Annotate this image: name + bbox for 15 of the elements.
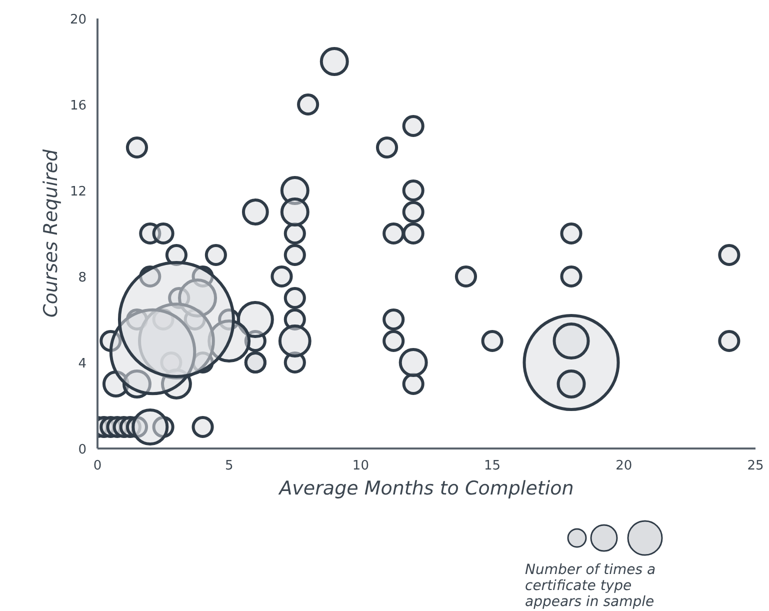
x-tick-label: 10	[352, 458, 369, 474]
x-axis-title: Average Months to Completion	[277, 478, 574, 500]
y-axis-title: Courses Required	[40, 148, 62, 318]
legend-title: Number of times a certificate type appears in sample	[525, 562, 657, 610]
x-tick-label: 15	[484, 458, 501, 474]
y-tick-label: 0	[78, 442, 87, 458]
y-tick-label: 4	[78, 356, 87, 372]
x-tick-label: 5	[224, 458, 234, 474]
y-tick-label: 12	[70, 184, 87, 200]
x-tick-label: 20	[616, 458, 632, 474]
x-tick-label: 0	[93, 458, 102, 474]
x-tick-label: 25	[747, 458, 764, 474]
y-tick-label: 20	[70, 12, 87, 28]
y-tick-label: 16	[70, 98, 87, 114]
y-tick-label: 8	[78, 270, 87, 286]
